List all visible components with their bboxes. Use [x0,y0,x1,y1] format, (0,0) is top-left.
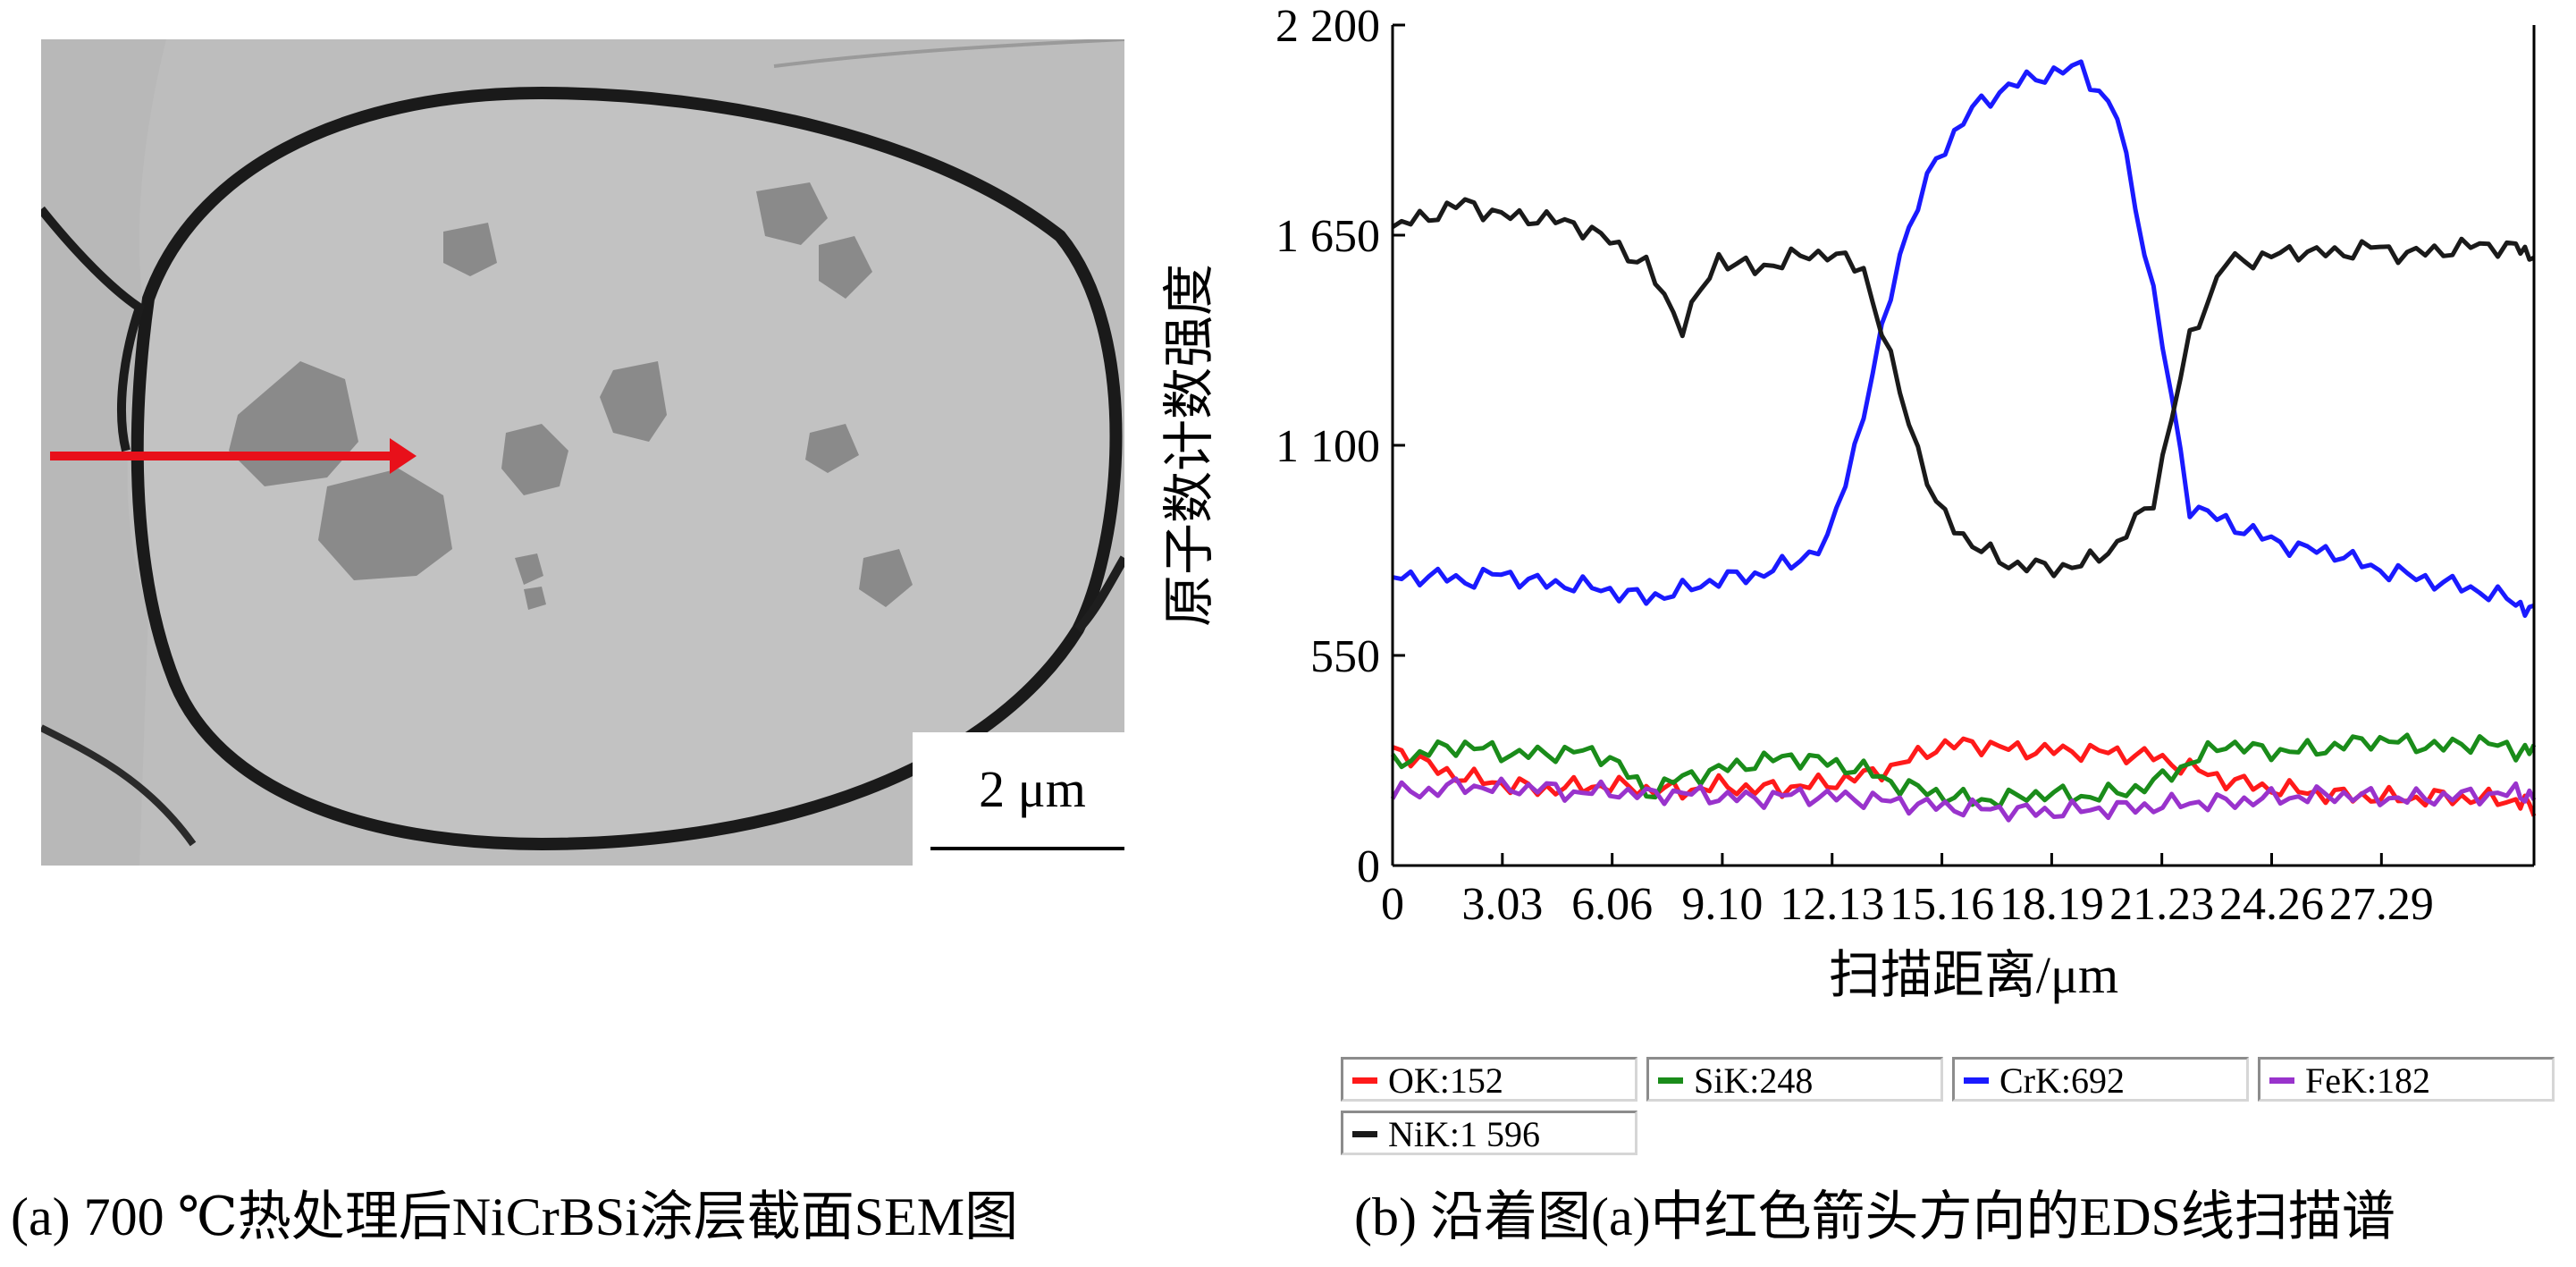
legend-item: NiK:1 596 [1341,1111,1637,1155]
legend-item: FeK:182 [2258,1057,2555,1102]
series-line [1392,59,2535,618]
sem-micrograph [41,39,1124,866]
legend-item: CrK:692 [1952,1057,2249,1102]
sem-image: 2 μm [41,39,1124,866]
scale-bar-label: 2 μm [979,760,1086,818]
eds-line-scan-chart: 0 550 1 100 1 650 2 200 0 3.03 6.06 9.10 12.13 15.… [1160,1,2537,1004]
y-tick-label: 1 100 [1275,421,1380,472]
x-tick-label: 15.16 [1890,879,1994,930]
legend-label: OK:152 [1388,1060,1503,1101]
chart-legend: OK:152 SiK:248 CrK:692 FeK:182 NiK:1 596 [1341,1057,2556,1164]
x-tick-label: 27.29 [2329,879,2434,930]
caption-a: (a) 700 ℃热处理后NiCrBSi涂层截面SEM图 [11,1187,1019,1246]
caption-b: (b) 沿着图(a)中红色箭头方向的EDS线扫描谱 [1354,1187,2395,1246]
x-tick-label: 24.26 [2219,879,2324,930]
sem-boundary-right [1074,555,1124,633]
legend-swatch [1352,1131,1377,1137]
precipitate [859,549,913,607]
legend-item: SiK:248 [1646,1057,1943,1102]
chart-axes: 0 550 1 100 1 650 2 200 0 3.03 6.06 9.10 12.13 15.… [1275,1,2536,930]
legend-swatch [1964,1077,1989,1084]
plot-area [1390,59,2537,823]
series-line [1390,732,2537,809]
x-tick-label: 12.13 [1780,879,1884,930]
legend-swatch [2269,1077,2294,1084]
precipitate [515,553,543,585]
x-tick-label: 21.23 [2109,879,2214,930]
legend-swatch [1658,1077,1683,1084]
legend-label: SiK:248 [1694,1060,1814,1101]
x-tick-label: 6.06 [1571,879,1653,930]
precipitate [819,236,872,299]
precipitate [318,469,452,580]
precipitate [756,182,828,245]
sem-arrow-head [390,438,417,474]
series-line [1391,197,2535,579]
y-tick-label: 0 [1357,841,1380,892]
precipitate [600,361,667,442]
x-tick-label: 9.10 [1681,879,1763,930]
sem-boundary-top [773,39,1124,68]
x-axis-title: 扫描距离/μm [1829,946,2118,1004]
y-tick-label: 1 650 [1275,211,1380,262]
scale-bar-line [930,847,1124,850]
y-tick-label: 550 [1310,631,1380,682]
scale-bar: 2 μm [913,732,1124,866]
sem-boundary-lower [41,724,197,847]
y-axis-title: 原子数计数强度 [1160,264,1218,627]
precipitate [805,424,859,473]
x-tick-label: 0 [1381,879,1404,930]
precipitate [524,587,546,610]
legend-label: NiK:1 596 [1388,1114,1540,1154]
precipitate [501,424,568,495]
series-line [1390,776,2537,823]
x-tick-label: 3.03 [1461,879,1543,930]
legend-label: FeK:182 [2305,1060,2430,1101]
precipitate [443,223,497,276]
legend-label: CrK:692 [1999,1060,2125,1101]
y-tick-label: 2 200 [1275,1,1380,52]
legend-swatch [1352,1077,1377,1084]
sem-boundary-left [41,206,145,452]
x-tick-label: 18.19 [1999,879,2104,930]
legend-item: OK:152 [1341,1057,1637,1102]
